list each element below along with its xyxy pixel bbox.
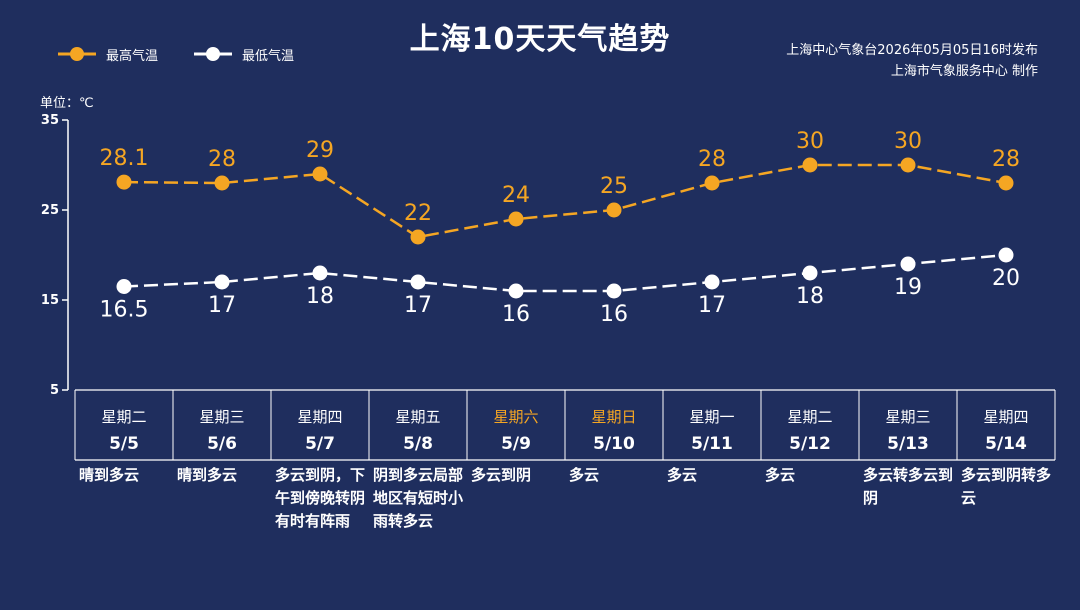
data-label-low: 16 [502,302,530,327]
day-date: 5/9 [501,434,531,454]
data-point-low [116,279,132,294]
day-weather: 多云到阴，下午到傍晚转阴有时有阵雨 [275,466,366,530]
day-weekday: 星期六 [493,408,539,426]
day-weekday: 星期三 [199,408,245,426]
data-label-low: 18 [306,284,334,309]
day-date: 5/10 [593,434,635,454]
day-weekday: 星期二 [787,408,833,426]
data-label-high: 28 [992,147,1020,172]
day-date: 5/12 [789,434,831,454]
data-label-low: 17 [698,293,726,318]
y-tick-label: 35 [41,113,59,128]
data-point-low [410,274,426,290]
y-tick-label: 5 [50,383,59,398]
data-point-low [802,265,818,281]
day-weekday: 星期四 [297,408,343,426]
data-label-high: 30 [796,129,824,154]
chart-title: 上海10天天气趋势 [409,22,671,57]
day-weather: 晴到多云 [177,466,238,484]
y-tick-label: 15 [41,293,59,308]
data-point-low [606,283,622,299]
data-label-high: 30 [894,129,922,154]
day-weather: 阴到多云局部地区有短时小雨转多云 [373,466,464,530]
data-label-high: 28 [208,147,236,172]
data-label-low: 18 [796,284,824,309]
day-date: 5/7 [305,434,335,454]
day-weekday: 星期一 [689,408,735,426]
day-weather: 多云到阴转多云 [961,466,1052,507]
day-weather: 多云 [667,466,698,484]
day-date: 5/6 [207,434,237,454]
day-weather: 多云 [765,466,796,484]
legend-item-low: 最低气温 [192,44,294,64]
series-line-low [123,253,1007,293]
data-point-low [900,256,916,272]
data-label-high: 28 [698,147,726,172]
legend-low-swatch-icon [194,47,232,61]
data-point-high [998,175,1014,191]
legend-high-label: 最高气温 [106,48,159,64]
data-label-low: 19 [894,275,922,300]
day-date: 5/11 [691,434,733,454]
legend-low-label: 最低气温 [242,48,295,64]
data-point-high [214,175,230,191]
day-weather: 多云 [569,466,600,484]
data-point-low [508,283,524,299]
legend-high-swatch-icon [58,47,96,61]
data-point-high [704,175,720,191]
data-label-low: 17 [404,293,432,318]
day-weekday: 星期三 [885,408,931,426]
data-label-low: 20 [992,266,1020,291]
day-weather: 晴到多云 [79,466,140,484]
source-info: 上海中心气象台2026年05月05日16时发布 上海市气象服务中心 制作 [786,40,1038,82]
legend-item-high: 最高气温 [56,44,158,64]
data-point-low [214,274,230,290]
day-weekday: 星期五 [395,408,441,426]
data-label-high: 22 [404,201,432,226]
data-point-low [998,247,1014,263]
data-label-high: 25 [600,174,628,199]
data-point-low [312,265,328,281]
data-point-high [606,202,622,218]
day-weather: 多云转多云到阴 [863,466,954,507]
day-weather: 多云到阴 [471,466,532,484]
series-line-high [123,163,1007,239]
source-line-1: 上海中心气象台2026年05月05日16时发布 [786,43,1038,58]
data-label-low: 17 [208,293,236,318]
day-date: 5/8 [403,434,433,454]
unit-label: 单位：℃ [40,96,94,111]
day-date: 5/5 [109,434,139,454]
day-weekday: 星期日 [591,408,637,426]
day-date: 5/13 [887,434,929,454]
data-point-high [410,229,426,245]
data-point-high [312,166,328,182]
data-label-high: 29 [306,138,334,163]
data-point-low [704,274,720,290]
y-tick-label: 25 [41,203,59,218]
data-point-high [116,174,132,190]
data-label-high: 28.1 [100,146,149,171]
data-point-high [802,157,818,173]
source-line-2: 上海市气象服务中心 制作 [890,64,1038,79]
data-label-low: 16 [600,302,628,327]
data-label-high: 24 [502,183,530,208]
day-weekday: 星期四 [983,408,1029,426]
day-weekday: 星期二 [101,408,147,426]
data-label-low: 16.5 [100,298,149,323]
data-point-high [900,157,916,173]
data-point-high [508,211,524,227]
day-date: 5/14 [985,434,1027,454]
